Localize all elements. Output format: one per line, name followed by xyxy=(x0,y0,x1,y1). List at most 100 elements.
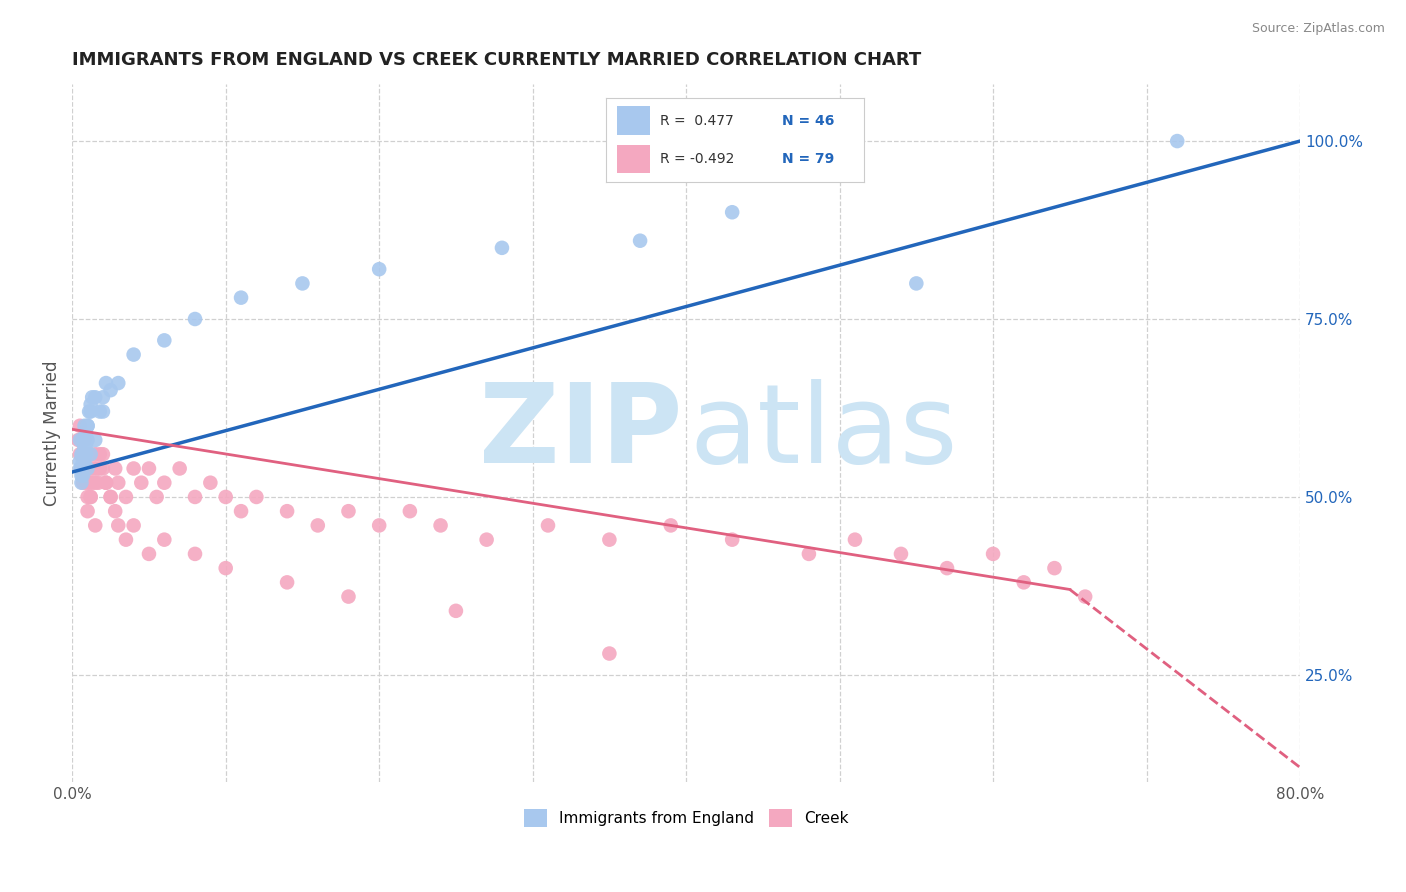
Point xyxy=(537,518,560,533)
Point xyxy=(76,433,98,447)
Point xyxy=(107,518,129,533)
Point xyxy=(1074,590,1097,604)
Point xyxy=(129,475,152,490)
Point xyxy=(184,547,207,561)
Text: ZIP: ZIP xyxy=(479,379,682,486)
Point xyxy=(475,533,498,547)
Point xyxy=(721,205,744,219)
Point xyxy=(72,447,94,461)
Point xyxy=(75,425,97,440)
Point xyxy=(84,390,107,404)
Point xyxy=(86,461,108,475)
Point xyxy=(77,447,100,461)
Point xyxy=(229,291,252,305)
Point xyxy=(153,533,176,547)
Point xyxy=(368,262,391,277)
Point xyxy=(75,440,97,454)
Point xyxy=(79,447,101,461)
Point xyxy=(200,475,222,490)
Point xyxy=(75,475,97,490)
Point xyxy=(115,490,138,504)
Point xyxy=(76,418,98,433)
Point xyxy=(79,490,101,504)
Point xyxy=(83,461,105,475)
Point xyxy=(100,490,122,504)
Point xyxy=(87,475,110,490)
Point xyxy=(598,533,620,547)
Point xyxy=(73,440,96,454)
Point xyxy=(91,461,114,475)
Point xyxy=(72,454,94,468)
Point xyxy=(73,440,96,454)
Point xyxy=(169,461,191,475)
Point xyxy=(79,397,101,411)
Point xyxy=(76,461,98,475)
Point xyxy=(82,390,104,404)
Point xyxy=(70,468,93,483)
Point xyxy=(936,561,959,575)
Point xyxy=(91,404,114,418)
Point xyxy=(1012,575,1035,590)
Point xyxy=(337,504,360,518)
Point xyxy=(122,348,145,362)
Point xyxy=(76,490,98,504)
Point xyxy=(89,461,111,475)
Point xyxy=(77,475,100,490)
Y-axis label: Currently Married: Currently Married xyxy=(44,360,60,506)
Point xyxy=(89,447,111,461)
Point xyxy=(429,518,451,533)
Point xyxy=(73,418,96,433)
Point xyxy=(107,475,129,490)
Point xyxy=(94,475,117,490)
Point xyxy=(122,461,145,475)
Point xyxy=(153,475,176,490)
Point xyxy=(82,475,104,490)
Point xyxy=(115,533,138,547)
Point xyxy=(215,490,238,504)
Point xyxy=(73,433,96,447)
Point xyxy=(73,454,96,468)
Point xyxy=(890,547,912,561)
Point xyxy=(399,504,422,518)
Point xyxy=(659,518,682,533)
Point xyxy=(307,518,329,533)
Point xyxy=(981,547,1004,561)
Point xyxy=(122,518,145,533)
Point xyxy=(70,447,93,461)
Point xyxy=(77,404,100,418)
Text: atlas: atlas xyxy=(690,379,959,486)
Point xyxy=(229,504,252,518)
Point xyxy=(245,490,267,504)
Point xyxy=(797,547,820,561)
Point xyxy=(138,461,160,475)
Point xyxy=(89,404,111,418)
Point xyxy=(76,461,98,475)
Point xyxy=(905,277,928,291)
Point xyxy=(69,461,91,475)
Point xyxy=(94,376,117,390)
Point xyxy=(70,461,93,475)
Legend: Immigrants from England, Creek: Immigrants from England, Creek xyxy=(517,803,855,833)
Point xyxy=(337,590,360,604)
Point xyxy=(69,433,91,447)
Point xyxy=(70,461,93,475)
Point xyxy=(70,433,93,447)
Point xyxy=(84,433,107,447)
Point xyxy=(79,404,101,418)
Point xyxy=(104,461,127,475)
Point xyxy=(94,475,117,490)
Point xyxy=(628,234,651,248)
Point xyxy=(72,475,94,490)
Point xyxy=(76,504,98,518)
Point xyxy=(69,454,91,468)
Point xyxy=(69,447,91,461)
Point xyxy=(107,376,129,390)
Point xyxy=(444,604,467,618)
Point xyxy=(153,334,176,348)
Point xyxy=(1043,561,1066,575)
Point xyxy=(491,241,513,255)
Point xyxy=(76,418,98,433)
Point xyxy=(91,447,114,461)
Point xyxy=(138,547,160,561)
Text: Source: ZipAtlas.com: Source: ZipAtlas.com xyxy=(1251,22,1385,36)
